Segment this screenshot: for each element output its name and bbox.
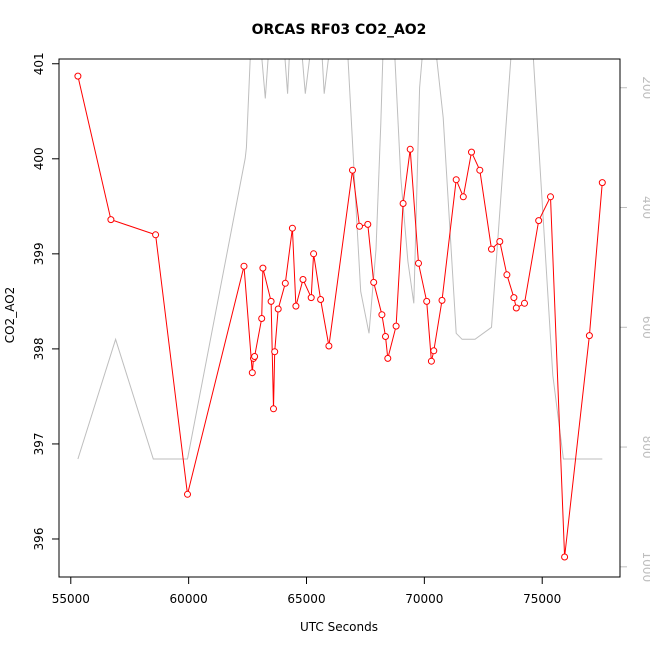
co2-data-point (378, 311, 386, 319)
co2-data-point (503, 271, 511, 279)
co2-data-point (521, 299, 528, 307)
x-tick-label: 65000 (287, 592, 325, 606)
co2-data-point (267, 297, 275, 305)
co2-data-point (399, 200, 407, 207)
co2-data-point (325, 342, 333, 350)
y-tick-label: 401 (32, 52, 46, 75)
y-tick-label: 396 (32, 528, 46, 551)
co2-data-point (270, 405, 277, 413)
co2-data-point (259, 264, 267, 272)
co2-data-point (406, 145, 414, 153)
co2-series-line (77, 75, 603, 558)
y-axis-label: CO2_AO2 (3, 287, 17, 344)
x-tick-label: 60000 (170, 592, 208, 606)
co2-data-point (459, 193, 467, 201)
co2-data-point (452, 176, 460, 184)
co2-data-point (427, 357, 435, 365)
co2-data-point (512, 304, 520, 312)
co2-data-point (152, 231, 160, 239)
y-tick-label: 397 (32, 432, 46, 455)
co2-data-point (281, 279, 289, 287)
co2-data-point (356, 222, 363, 230)
co2-data-point (476, 166, 484, 174)
co2-data-point (382, 333, 389, 340)
axes: 55000 60000 65000 70000 75000 396 397 398 399 400… (32, 52, 650, 606)
co2-data-point (307, 294, 315, 302)
co2-data-point (392, 322, 400, 330)
co2-data-point (310, 250, 318, 258)
co2-data-point (488, 245, 495, 253)
co2-data-point (292, 302, 300, 310)
x-axis-label: UTC Seconds (300, 620, 378, 634)
co2-data-point (547, 193, 554, 201)
right-tick-label: 1000 (640, 552, 650, 583)
co2-data-point (561, 553, 569, 561)
co2-data-point (271, 348, 279, 356)
co2-data-point (423, 297, 431, 305)
co2-data-point (274, 305, 282, 313)
co2-data-point (496, 238, 504, 245)
right-tick-label: 200 (640, 76, 650, 99)
y-tick-label: 399 (32, 242, 46, 265)
co2-data-point (240, 262, 248, 270)
co2-data-point (184, 490, 191, 498)
plot-frame (58, 58, 621, 578)
chart-title: ORCAS RF03 CO2_AO2 (252, 22, 427, 38)
co2-data-point (468, 148, 475, 156)
co2-data-point (364, 220, 372, 228)
x-tick-label: 75000 (523, 592, 561, 606)
right-axis-series-line (77, 59, 603, 460)
co2-data-point (288, 224, 296, 232)
co2-data-point (535, 217, 543, 225)
co2-data-point (248, 369, 256, 377)
x-tick-label: 70000 (405, 592, 443, 606)
co2-data-point (317, 296, 325, 303)
co2-data-point (299, 276, 307, 283)
co2-data-point (510, 294, 518, 302)
co2-data-point (415, 259, 422, 267)
co2-data-point (370, 278, 378, 286)
x-tick-label: 55000 (52, 592, 90, 606)
co2-data-point (258, 315, 266, 322)
co2-data-point (598, 179, 606, 187)
co2-data-point (384, 354, 392, 362)
co2-data-point (585, 332, 593, 340)
co2-series (74, 72, 606, 561)
co2-data-point (74, 72, 82, 80)
co2-data-point (430, 347, 438, 355)
co2-data-point (438, 296, 446, 304)
y-tick-label: 398 (32, 337, 46, 360)
right-axis-series (77, 59, 603, 460)
y-tick-label: 400 (32, 147, 46, 170)
co2-data-point (349, 166, 356, 174)
right-tick-label: 600 (640, 316, 650, 339)
co2-data-point (251, 353, 259, 360)
co2-data-point (107, 216, 115, 224)
right-tick-label: 400 (640, 196, 650, 219)
right-tick-label: 800 (640, 436, 650, 459)
